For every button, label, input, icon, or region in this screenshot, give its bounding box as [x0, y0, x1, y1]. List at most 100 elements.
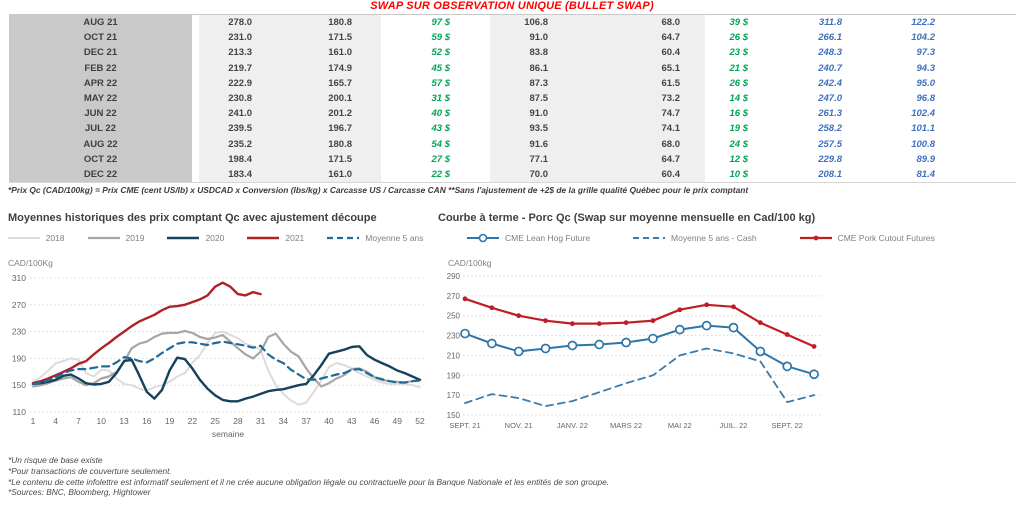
- table-cell: [192, 30, 199, 46]
- legend-label: 2021: [285, 233, 305, 243]
- table-cell: 39 $: [729, 17, 749, 28]
- table-cell: 91.0: [490, 30, 597, 46]
- table-cell: 77.1: [490, 151, 597, 167]
- table-cell: [952, 76, 1016, 91]
- svg-text:SEPT. 22: SEPT. 22: [772, 421, 803, 430]
- table-cell: 242.4: [818, 77, 842, 89]
- forward-curve-legend: CME Lean Hog Future Moyenne 5 ans - Cash C…: [466, 233, 935, 243]
- svg-text:49: 49: [392, 416, 402, 426]
- svg-text:MAI 22: MAI 22: [668, 421, 692, 430]
- svg-text:150: 150: [447, 411, 461, 420]
- table-note: *Prix Qc (CAD/100kg) = Prix CME (cent US…: [8, 185, 749, 195]
- legend-label: CME Pork Cutout Futures: [837, 233, 935, 243]
- table-cell: 96.8: [916, 92, 936, 104]
- footnote-line: *Un risque de base existe: [8, 455, 103, 465]
- table-cell: 65.1: [597, 60, 705, 76]
- table-cell: [952, 152, 1016, 167]
- svg-text:150: 150: [12, 380, 26, 390]
- table-cell: 248.3: [818, 47, 842, 59]
- table-cell: 104.2: [911, 32, 935, 44]
- legend-label: 2020: [205, 233, 225, 243]
- table-cell: 27 $: [431, 153, 451, 165]
- footnote-line: *Pour transactions de couverture seuleme…: [8, 465, 172, 476]
- svg-text:210: 210: [447, 351, 461, 360]
- svg-text:270: 270: [12, 300, 26, 310]
- table-cell: 213.3: [199, 45, 288, 61]
- table-cell: [952, 137, 1016, 152]
- table-cell: 171.5: [288, 151, 381, 167]
- table-cell: [952, 61, 1016, 76]
- table-cell: 239.5: [199, 121, 288, 137]
- table-cell: 86.1: [490, 60, 597, 76]
- table-cell: 24 $: [729, 138, 749, 150]
- legend-label: CME Lean Hog Future: [505, 233, 591, 243]
- table-cell: 266.1: [818, 32, 842, 44]
- table-cell: [952, 30, 1016, 45]
- table-cell: 19 $: [729, 123, 749, 135]
- table-cell: 93.5: [490, 121, 597, 137]
- svg-text:34: 34: [279, 416, 289, 426]
- table-cell: 60.4: [597, 45, 705, 61]
- svg-text:110: 110: [12, 407, 26, 417]
- table-cell: 64.7: [597, 30, 705, 46]
- table-month-cell: JUL 22: [9, 121, 192, 137]
- table-cell: 91.6: [490, 136, 597, 152]
- table-cell: [192, 60, 199, 76]
- legend-label: Moyenne 5 ans: [365, 233, 424, 243]
- swap-table: AUG 21 278.0 180.8 97 $106.8 68.0 39 $311.8 12…: [9, 14, 1016, 184]
- table-cell: 54 $: [431, 138, 451, 150]
- table-cell: [192, 151, 199, 167]
- table-cell: 95.0: [916, 77, 936, 89]
- legend-line-swatch: [327, 236, 360, 240]
- svg-text:52: 52: [415, 416, 425, 426]
- table-cell: 89.9: [916, 153, 936, 165]
- table-cell: [192, 75, 199, 91]
- historical-chart-title: Moyennes historiques des prix comptant Q…: [8, 212, 377, 224]
- table-cell: 200.1: [288, 90, 381, 107]
- table-cell: 73.2: [597, 90, 705, 107]
- table-cell: 196.7: [288, 121, 381, 137]
- table-cell: [192, 136, 199, 152]
- table-cell: 201.2: [288, 106, 381, 122]
- svg-text:270: 270: [447, 292, 461, 301]
- table-cell: 101.1: [911, 123, 935, 135]
- table-cell: [192, 106, 199, 122]
- forward-curve-title: Courbe à terme - Porc Qc (Swap sur moyen…: [438, 212, 816, 224]
- legend-item: Moyenne 5 ans: [326, 233, 423, 243]
- table-cell: 52 $: [431, 47, 451, 59]
- legend-line-swatch: [87, 236, 120, 240]
- table-cell: 10 $: [729, 168, 749, 180]
- svg-text:19: 19: [165, 416, 175, 426]
- table-cell: 219.7: [199, 60, 288, 76]
- table-month-cell: MAY 22: [9, 90, 192, 107]
- table-cell: [952, 106, 1016, 121]
- svg-text:1: 1: [31, 416, 36, 426]
- legend-item: CME Lean Hog Future: [466, 233, 590, 243]
- table-cell: 87.5: [490, 90, 597, 107]
- svg-text:250: 250: [447, 312, 461, 321]
- legend-item: CME Pork Cutout Futures: [799, 233, 935, 243]
- table-cell: 26 $: [729, 32, 749, 44]
- table-cell: [952, 91, 1016, 106]
- table-cell: [952, 45, 1016, 60]
- table-cell: 64.7: [597, 151, 705, 167]
- svg-text:37: 37: [301, 416, 311, 426]
- table-month-cell: AUG 22: [9, 136, 192, 152]
- table-cell: 165.7: [288, 75, 381, 91]
- table-cell: 83.8: [490, 45, 597, 61]
- svg-text:13: 13: [119, 416, 129, 426]
- table-cell: 81.4: [916, 168, 936, 180]
- table-cell: 43 $: [431, 123, 451, 135]
- svg-text:230: 230: [12, 327, 26, 337]
- historical-chart-legend: 2018 2019 2020 2021 Moyenne 5 ans: [0, 233, 430, 243]
- svg-text:28: 28: [233, 416, 243, 426]
- svg-text:JANV. 22: JANV. 22: [557, 421, 588, 430]
- table-cell: 258.2: [818, 123, 842, 135]
- svg-text:190: 190: [12, 353, 26, 363]
- table-cell: 161.0: [288, 45, 381, 61]
- table-cell: 278.0: [199, 15, 288, 31]
- legend-label: Moyenne 5 ans - Cash: [671, 233, 757, 243]
- table-cell: 222.9: [199, 75, 288, 91]
- legend-line-swatch: [167, 236, 200, 240]
- table-cell: 68.0: [597, 15, 705, 31]
